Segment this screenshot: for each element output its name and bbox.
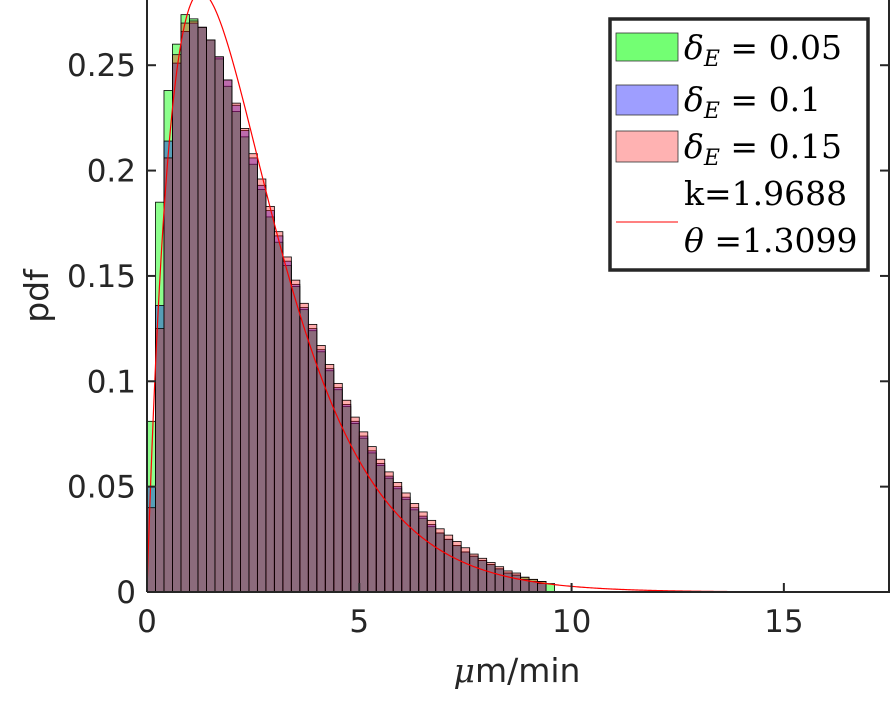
histogram-bar-series-3 <box>290 279 301 592</box>
histogram-bar-series-3 <box>231 102 241 592</box>
histogram-bar-series-3 <box>333 382 343 592</box>
legend-swatch-series-1 <box>615 32 679 62</box>
histogram-bar-series-3 <box>316 345 326 592</box>
histogram-bar-series-3 <box>180 22 190 592</box>
histogram-bar-series-3 <box>477 557 488 592</box>
histogram-bar-series-3 <box>358 431 369 592</box>
legend-label-series-1-subscript: E <box>703 47 720 72</box>
histogram-bar-series-3 <box>426 519 437 592</box>
y-axis-title: pdf <box>17 268 56 323</box>
legend-label-fit-theta-value: =1.3099 <box>704 221 858 260</box>
legend: δE = 0.05 δE = 0.1 δE = 0.15 k=1.9688 θ … <box>608 17 870 272</box>
x-axis-title-mu: μ <box>454 651 475 690</box>
histogram-bar-series-3 <box>392 482 403 592</box>
x-axis-title: μm/min <box>454 651 581 690</box>
axis-ticks <box>146 64 889 593</box>
legend-label-series-2-subscript: E <box>703 99 720 124</box>
legend-label-series-3: δE = 0.15 <box>684 127 842 171</box>
legend-label-series-1-value: = 0.05 <box>720 28 842 67</box>
histogram-bar-series-3 <box>384 471 394 592</box>
y-tick-label: 0.05 <box>67 470 136 506</box>
histogram-bar-series-3 <box>537 581 547 592</box>
histogram-bar-series-3 <box>273 231 284 592</box>
y-tick-label: 0.25 <box>67 48 136 84</box>
histogram-bar-series-3 <box>418 511 428 592</box>
histogram-bar-series-3 <box>256 178 267 592</box>
x-axis-title-unit: m/min <box>475 651 581 690</box>
histogram-bar-series-3 <box>206 39 216 592</box>
legend-label-fit-theta-symbol: θ <box>684 221 704 260</box>
histogram-bar-series-3 <box>350 416 360 592</box>
x-tick-label: 15 <box>764 604 803 640</box>
histogram-bar-series-3 <box>375 458 386 592</box>
legend-label-series-3-symbol: δ <box>684 127 704 166</box>
histogram-bar-series-3 <box>409 503 420 592</box>
y-tick-label: 0 <box>116 575 136 611</box>
histogram-bar-series-3 <box>341 399 352 592</box>
legend-label-series-2: δE = 0.1 <box>684 80 821 124</box>
histogram-bar-series-3 <box>214 56 224 592</box>
x-tick-label: 10 <box>552 604 591 640</box>
histogram-bar-series-3 <box>240 128 250 592</box>
legend-label-fit-theta: θ =1.3099 <box>684 221 857 260</box>
y-tick-label: 0.15 <box>67 259 136 295</box>
legend-label-series-1-symbol: δ <box>684 28 704 67</box>
legend-label-series-3-subscript: E <box>703 146 720 171</box>
histogram-bar-series-3 <box>248 153 258 592</box>
axis-tick-labels: 0 5 10 15 0 0.05 0.1 0.15 0.2 0.25 <box>67 48 804 640</box>
histogram-bar-series-3 <box>172 54 182 592</box>
histogram-bar-series-3 <box>197 26 207 592</box>
legend-label-series-3-value: = 0.15 <box>720 127 842 166</box>
histogram-bar-series-3 <box>223 79 233 592</box>
histogram-bar-series-3 <box>189 20 199 592</box>
y-tick-label: 0.2 <box>87 154 136 190</box>
histogram-bar-series-3 <box>163 157 173 592</box>
histogram-bar-series-3 <box>443 534 454 592</box>
axes-frame <box>146 0 890 593</box>
legend-label-fit-k: k=1.9688 <box>684 174 847 213</box>
histogram-bar-series-3 <box>155 328 165 592</box>
x-tick-label: 5 <box>349 604 369 640</box>
x-tick-label: 0 <box>137 604 157 640</box>
histogram-bar-series-3 <box>452 541 462 592</box>
histogram-bar-series-3 <box>401 492 411 592</box>
y-tick-label: 0.1 <box>87 364 136 400</box>
histogram-bar-series-3 <box>265 205 275 592</box>
histogram-bar-series-3 <box>486 562 496 592</box>
legend-swatch-series-2 <box>615 84 679 116</box>
histogram-bar-series-3 <box>494 566 505 592</box>
histogram-bars <box>147 14 555 592</box>
legend-label-series-2-value: = 0.1 <box>720 80 821 119</box>
histogram-bar-series-3 <box>503 570 513 592</box>
legend-label-series-1: δE = 0.05 <box>684 28 842 72</box>
histogram-bar-series-3 <box>469 553 479 592</box>
histogram-bar-series-3 <box>282 256 292 592</box>
histogram-bar-series-3 <box>299 302 309 592</box>
legend-label-series-2-symbol: δ <box>684 80 704 119</box>
histogram-bar-series-3 <box>435 528 445 592</box>
histogram-bar-series-3 <box>460 547 471 592</box>
histogram-bar-series-3 <box>367 446 377 592</box>
legend-swatch-series-3 <box>615 130 679 163</box>
histogram-bar-series-3 <box>511 572 522 592</box>
histogram-bar-series-3 <box>307 323 318 592</box>
